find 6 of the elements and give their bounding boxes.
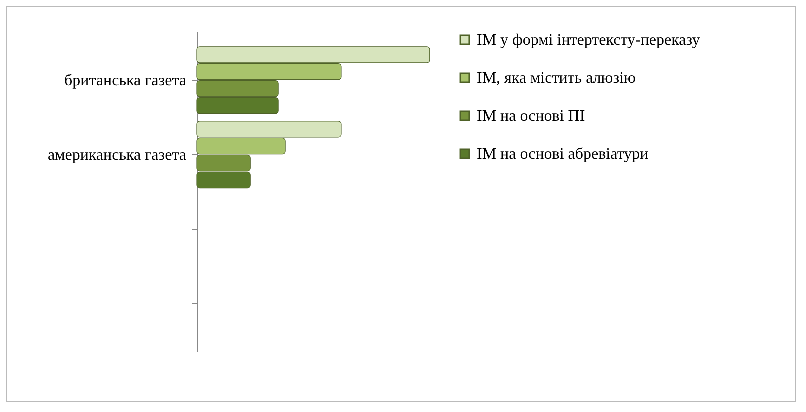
legend-label: ІМ на основі абревіатури (477, 146, 650, 163)
legend-label: ІМ у формі інтертексту-переказу (477, 32, 700, 49)
legend-label: ІМ на основі ПІ (477, 108, 586, 125)
y-tick-label: американська газета (48, 146, 186, 164)
legend-label: ІМ, яка містить алюзію (477, 70, 636, 87)
y-tick-label: британська газета (64, 72, 186, 90)
